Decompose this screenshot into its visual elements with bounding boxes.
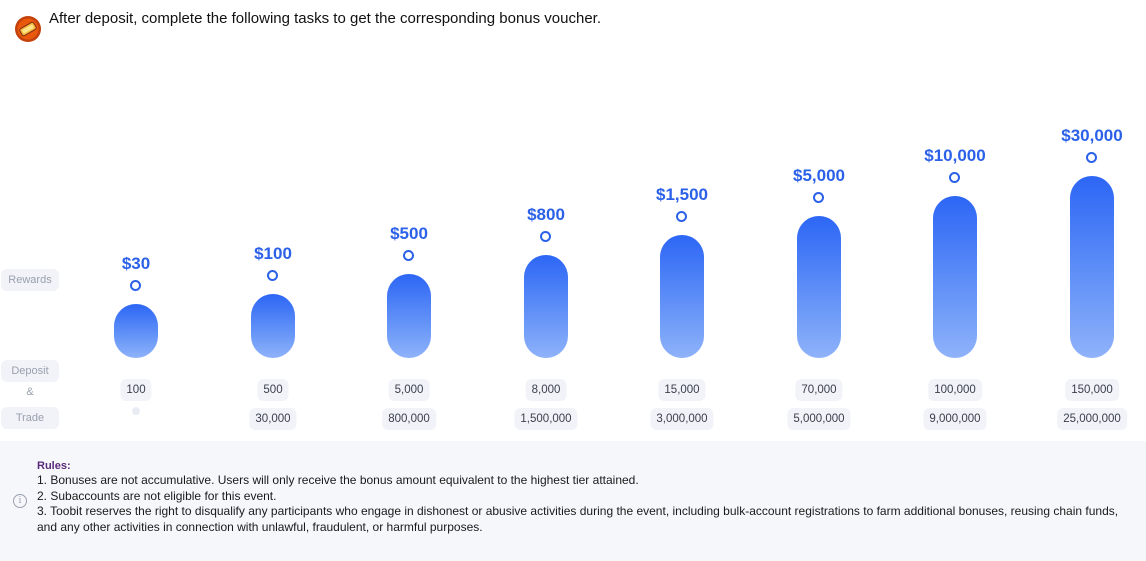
rule-item: 3. Toobit reserves the right to disquali… [37,504,1119,534]
trade-amount: 3,000,000 [650,408,714,430]
reward-bar [797,216,841,358]
tier-marker-icon [403,250,414,261]
rule-item: 2. Subaccounts are not eligible for this… [37,488,277,503]
header-text: After deposit, complete the following ta… [49,10,601,27]
trade-amount: 30,000 [249,408,297,430]
trade-amount: 1,500,000 [514,408,578,430]
reward-amount: $800 [527,205,565,224]
reward-amount: $5,000 [793,166,845,185]
rules-panel: i Rules: 1. Bonuses are not accumulative… [0,441,1146,561]
trade-label: Trade [1,407,59,429]
tier-column: $30 100 [81,0,191,440]
reward-bar [1070,176,1114,358]
reward-bar [114,304,158,358]
trade-amount: 9,000,000 [923,408,987,430]
rule-item: 1. Bonuses are not accumulative. Users w… [37,473,639,487]
tier-column: $10,000 100,000 9,000,000 [900,0,1010,440]
reward-bar [660,235,704,358]
deposit-label: Deposit [1,360,59,382]
rewards-label: Rewards [1,269,59,291]
trade-amount [132,407,140,415]
reward-bar [524,255,568,358]
deposit-amount: 8,000 [525,379,567,401]
reward-bar [933,196,977,358]
tier-column: $5,000 70,000 5,000,000 [764,0,874,440]
deposit-amount: 100,000 [928,379,982,401]
tier-marker-icon [1086,152,1097,163]
deposit-amount: 70,000 [795,379,843,401]
tier-column: $1,500 15,000 3,000,000 [627,0,737,440]
tier-column: $500 5,000 800,000 [354,0,464,440]
reward-amount: $30 [121,254,151,273]
tier-marker-icon [813,192,824,203]
tier-column: $800 8,000 1,500,000 [491,0,601,440]
info-icon: i [13,494,27,508]
deposit-amount: 100 [120,379,152,401]
tier-column: $100 500 30,000 [218,0,328,440]
reward-bar [251,294,295,358]
tier-marker-icon [676,211,687,222]
deposit-amount: 5,000 [388,379,430,401]
trade-amount: 800,000 [382,408,436,430]
tier-marker-icon [267,270,278,281]
amp-label: & [26,386,34,398]
trade-amount: 5,000,000 [787,408,851,430]
tier-marker-icon [130,280,141,291]
reward-amount: $10,000 [924,146,986,165]
rules-title: Rules: [37,460,71,472]
header: After deposit, complete the following ta… [14,8,601,48]
reward-amount: $500 [390,224,428,243]
tier-marker-icon [949,172,960,183]
reward-amount: $100 [254,244,292,263]
reward-amount: $30,000 [1061,126,1123,145]
deposit-amount: 500 [257,379,289,401]
deposit-amount: 15,000 [658,379,706,401]
rules-body: Rules: 1. Bonuses are not accumulative. … [37,459,1137,535]
reward-bar [387,274,431,358]
tier-marker-icon [540,231,551,242]
trade-amount: 25,000,000 [1057,408,1127,430]
tier-column: $30,000 150,000 25,000,000 [1037,0,1146,440]
reward-amount: $1,500 [656,185,708,204]
coin-icon [15,16,41,42]
deposit-amount: 150,000 [1065,379,1119,401]
